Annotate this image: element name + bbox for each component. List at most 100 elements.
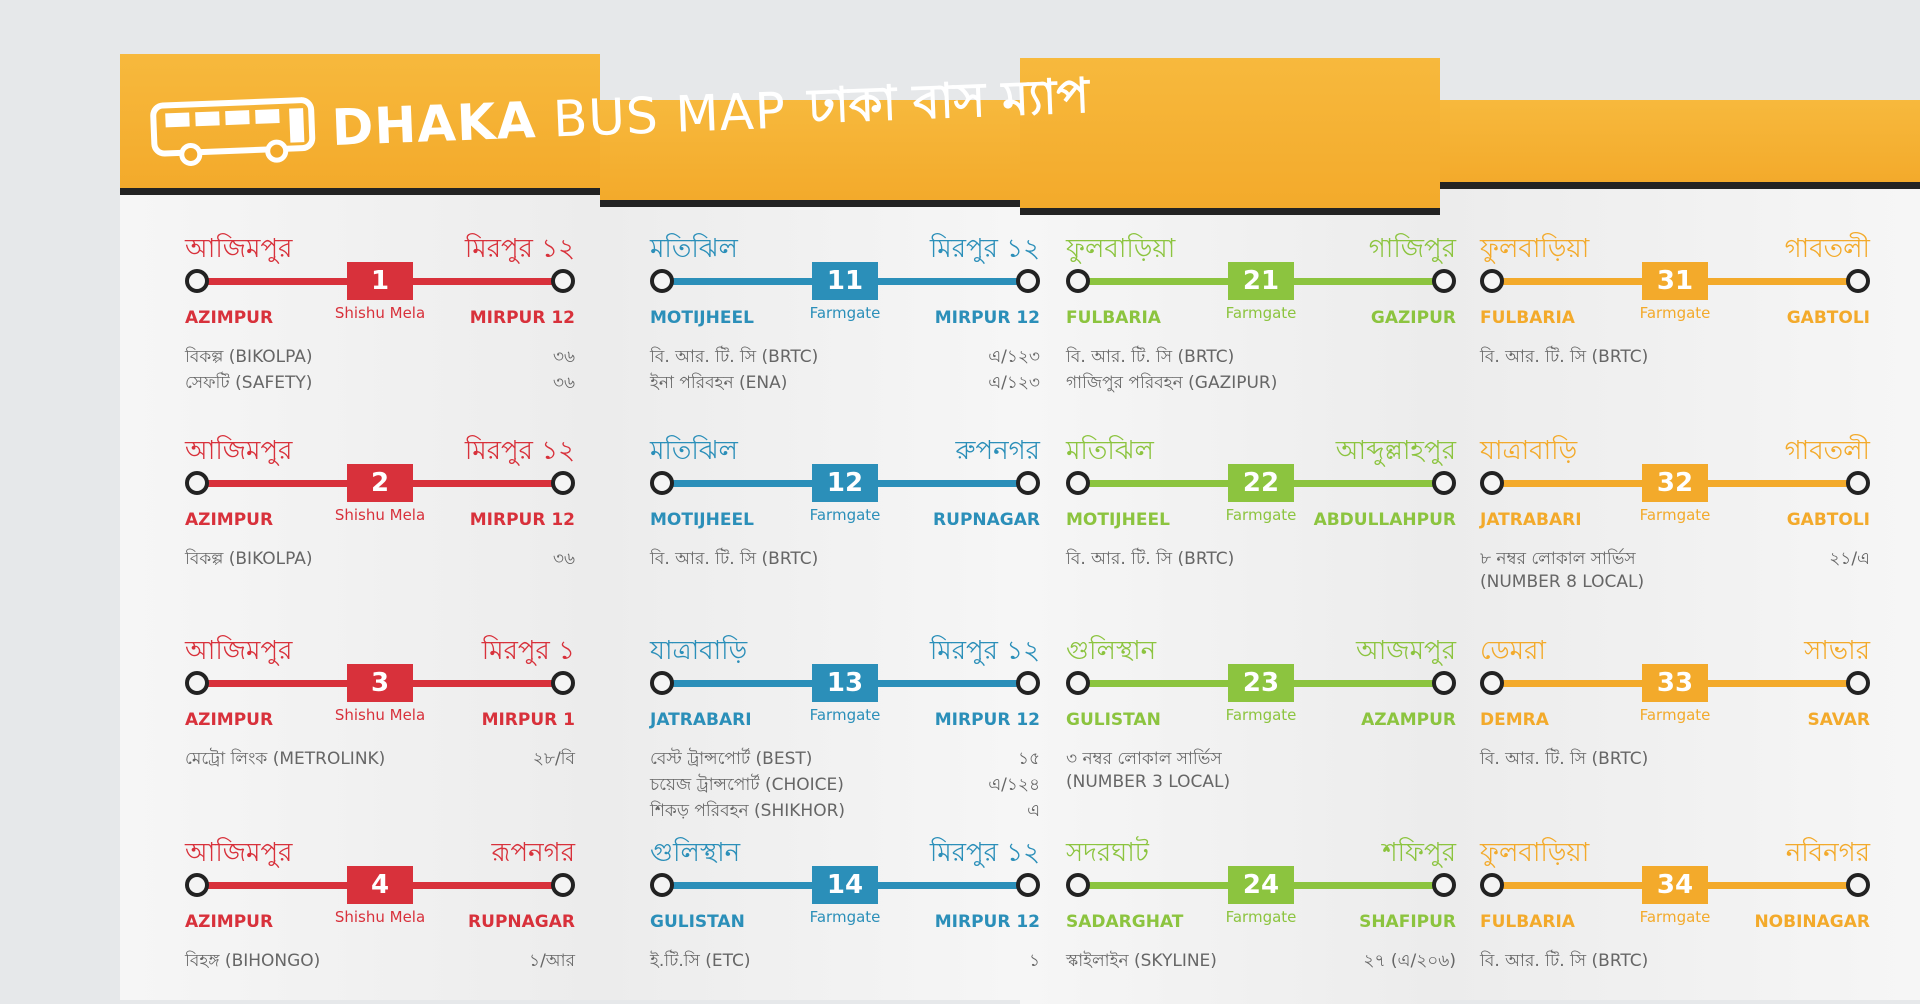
operator-name: চয়েজ ট্রান্সপোর্ট (CHOICE)	[650, 775, 844, 795]
route-number: 14	[812, 866, 878, 904]
destination-bn: গাবতলী	[1784, 234, 1870, 264]
operator-row: বি. আর. টি. সি (BRTC)	[1480, 746, 1870, 772]
destination-stop-icon	[1016, 471, 1040, 495]
operator-row: শিকড় পরিবহন (SHIKHOR) এ	[650, 798, 1040, 824]
bus-icon	[150, 97, 316, 166]
route-number: 31	[1642, 262, 1708, 300]
destination-bn: সাভার	[1804, 636, 1870, 666]
route-card: আজিমপুর মিরপুর ১২ 2 Shishu Mela AZIMPUR MIRPU…	[185, 430, 575, 600]
origin-en: FULBARIA	[1066, 308, 1161, 328]
origin-stop-icon	[1480, 671, 1504, 695]
destination-bn: শফিপুর	[1382, 838, 1456, 868]
operator-name: ইনা পরিবহন (ENA)	[650, 373, 788, 393]
destination-stop-icon	[1432, 471, 1456, 495]
operator-list: বিকল্প (BIKOLPA) ৩৬ সেফটি (SAFETY) ৩৬	[185, 344, 575, 396]
route-number: 22	[1228, 464, 1294, 502]
origin-stop-icon	[1066, 671, 1090, 695]
operator-code: ১/আর	[529, 951, 575, 971]
route-number: 12	[812, 464, 878, 502]
via-stop: Farmgate	[809, 506, 881, 524]
destination-bn: গাবতলী	[1784, 436, 1870, 466]
via-stop: Farmgate	[1225, 506, 1297, 524]
operator-code: ৩৬	[552, 373, 575, 393]
origin-stop-icon	[650, 269, 674, 293]
via-stop: Shishu Mela	[334, 506, 426, 524]
route-card: মতিঝিল আব্দুল্লাহপুর 22 Farmgate MOTIJHEEL AB…	[1066, 430, 1456, 600]
destination-stop-icon	[1846, 471, 1870, 495]
via-stop: Farmgate	[809, 908, 881, 926]
operator-name: (NUMBER 3 LOCAL)	[1066, 772, 1231, 792]
operator-name: বিহঙ্গ (BIHONGO)	[185, 951, 321, 971]
origin-stop-icon	[1066, 269, 1090, 293]
operator-row: ই.টি.সি (ETC) ১	[650, 948, 1040, 974]
destination-stop-icon	[1432, 671, 1456, 695]
operator-list: বি. আর. টি. সি (BRTC)	[1480, 746, 1870, 772]
route-number: 23	[1228, 664, 1294, 702]
operator-row: ইনা পরিবহন (ENA) এ/১২৩	[650, 370, 1040, 396]
route-card: মতিঝিল মিরপুর ১২ 11 Farmgate MOTIJHEEL MIRPUR…	[650, 228, 1040, 398]
via-stop: Farmgate	[1639, 304, 1711, 322]
panel-1	[120, 54, 600, 1000]
origin-bn: ডেমরা	[1480, 636, 1546, 666]
route-card: যাত্রাবাড়ি মিরপুর ১২ 13 Farmgate JATRABARI M…	[650, 630, 1040, 821]
origin-en: MOTIJHEEL	[1066, 510, 1170, 530]
route-card: সদরঘাট শফিপুর 24 Farmgate SADARGHAT SHAFIPUR স…	[1066, 832, 1456, 1002]
origin-en: MOTIJHEEL	[650, 510, 754, 530]
operator-code: এ/১২৩	[988, 347, 1040, 367]
operator-list: বেস্ট ট্রান্সপোর্ট (BEST) ১৫ চয়েজ ট্রান্স…	[650, 746, 1040, 824]
operator-name: ৮ নম্বর লোকাল সার্ভিস	[1480, 549, 1636, 569]
destination-bn: নবিনগর	[1785, 838, 1870, 868]
operator-name: (NUMBER 8 LOCAL)	[1480, 572, 1645, 592]
header-band	[1440, 100, 1920, 189]
operator-name: বি. আর. টি. সি (BRTC)	[1066, 549, 1235, 569]
operator-list: বি. আর. টি. সি (BRTC) গাজিপুর পরিবহন (GAZ…	[1066, 344, 1456, 396]
origin-bn: আজিমপুর	[185, 436, 293, 466]
destination-bn: গাজিপুর	[1368, 234, 1456, 264]
route-number: 4	[347, 866, 413, 904]
origin-stop-icon	[185, 471, 209, 495]
operator-name: ৩ নম্বর লোকাল সার্ভিস	[1066, 749, 1222, 769]
route-card: আজিমপুর রূপনগর 4 Shishu Mela AZIMPUR RUPNAGAR…	[185, 832, 575, 1002]
operator-name: বি. আর. টি. সি (BRTC)	[1480, 347, 1649, 367]
operator-name: বি. আর. টি. সি (BRTC)	[1480, 749, 1649, 769]
origin-en: JATRABARI	[1480, 510, 1582, 530]
destination-en: GABTOLI	[1786, 308, 1870, 328]
panel-3	[1020, 58, 1440, 1004]
origin-stop-icon	[650, 471, 674, 495]
route-card: ডেমরা সাভার 33 Farmgate DEMRA SAVAR বি. আর. টি…	[1480, 630, 1870, 800]
operator-name: মেট্রো লিংক (METROLINK)	[185, 749, 386, 769]
origin-stop-icon	[1480, 873, 1504, 897]
logo: DHAKA BUS MAP ঢাকা বাস ম্যাপ	[148, 54, 1091, 180]
destination-en: SAVAR	[1807, 710, 1871, 730]
route-card: গুলিস্থান মিরপুর ১২ 14 Farmgate GULISTAN MIRP…	[650, 832, 1040, 1002]
via-stop: Farmgate	[1225, 706, 1297, 724]
origin-bn: যাত্রাবাড়ি	[650, 636, 748, 666]
operator-list: বি. আর. টি. সি (BRTC)	[650, 546, 1040, 572]
route-number: 13	[812, 664, 878, 702]
origin-en: FULBARIA	[1480, 308, 1575, 328]
via-stop: Shishu Mela	[334, 706, 426, 724]
origin-bn: আজিমপুর	[185, 838, 293, 868]
operator-row: বিহঙ্গ (BIHONGO) ১/আর	[185, 948, 575, 974]
operator-row: ৩ নম্বর লোকাল সার্ভিস	[1066, 746, 1456, 772]
origin-bn: আজিমপুর	[185, 234, 293, 264]
via-stop: Farmgate	[1639, 706, 1711, 724]
origin-stop-icon	[185, 671, 209, 695]
operator-row: ৮ নম্বর লোকাল সার্ভিস ২১/এ	[1480, 546, 1870, 572]
origin-en: AZIMPUR	[185, 510, 274, 530]
origin-stop-icon	[1066, 471, 1090, 495]
operator-name: বিকল্প (BIKOLPA)	[185, 549, 313, 569]
operator-code: ১৫	[1017, 749, 1040, 769]
operator-row: মেট্রো লিংক (METROLINK) ২৮/বি	[185, 746, 575, 772]
operator-code: এ/১২৩	[988, 373, 1040, 393]
destination-en: MIRPUR 1	[481, 710, 575, 730]
operator-list: বি. আর. টি. সি (BRTC) এ/১২৩ ইনা পরিবহন (EN…	[650, 344, 1040, 396]
operator-list: ই.টি.সি (ETC) ১	[650, 948, 1040, 974]
origin-en: SADARGHAT	[1066, 912, 1184, 932]
operator-code: এ/১২৪	[988, 775, 1040, 795]
operator-list: বিকল্প (BIKOLPA) ৩৬	[185, 546, 575, 572]
via-stop: Shishu Mela	[334, 304, 426, 322]
origin-bn: মতিঝিল	[1066, 436, 1154, 466]
destination-stop-icon	[1846, 269, 1870, 293]
route-number: 11	[812, 262, 878, 300]
